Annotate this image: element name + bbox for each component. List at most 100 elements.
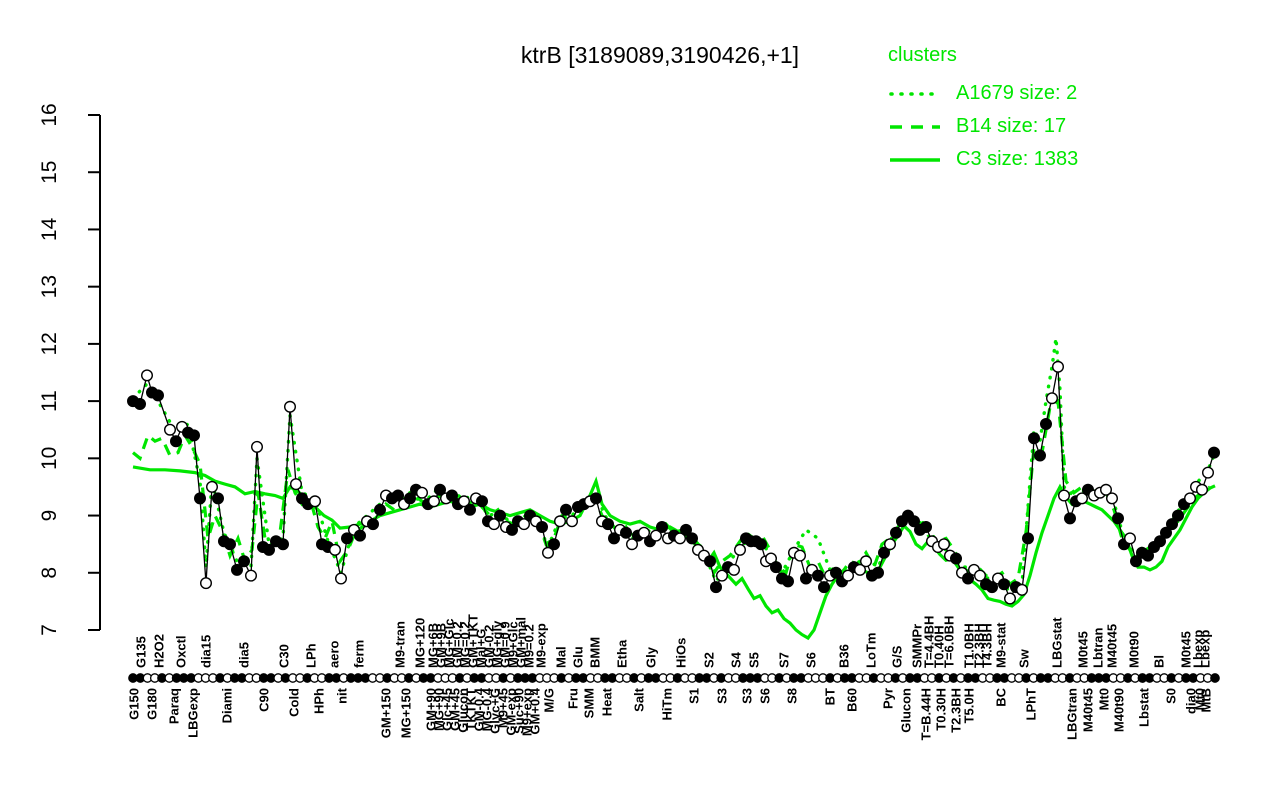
x-label-bottom: T0.30H bbox=[934, 688, 949, 731]
data-point-filled bbox=[341, 532, 354, 545]
data-point-filled bbox=[1129, 555, 1142, 568]
x-label-top: dia15 bbox=[199, 635, 214, 668]
data-point-filled bbox=[602, 518, 615, 531]
data-point-open bbox=[794, 549, 807, 562]
x-label-top: T4.3BH bbox=[980, 623, 995, 668]
x-label-top: M0t90 bbox=[1127, 631, 1142, 668]
y-tick-label: 10 bbox=[38, 447, 61, 470]
data-point-open bbox=[1004, 592, 1017, 605]
dashed-line-sample-icon bbox=[890, 124, 940, 129]
x-label-bottom: S1 bbox=[687, 688, 702, 704]
x-label-bottom: SMM bbox=[582, 688, 597, 718]
data-point-open bbox=[428, 495, 441, 508]
data-point-filled bbox=[1165, 518, 1178, 531]
data-point-filled bbox=[710, 581, 723, 594]
x-label-top: MG+6B bbox=[426, 623, 441, 668]
data-point-filled bbox=[392, 489, 405, 502]
x-label-bottom: Glucon bbox=[456, 688, 471, 733]
x-label-top: LPh bbox=[304, 643, 319, 668]
data-point-open bbox=[205, 480, 218, 493]
x-label-top: H2O2 bbox=[152, 634, 167, 668]
data-point-filled bbox=[680, 523, 693, 536]
x-label-top: M9-exp bbox=[534, 623, 549, 668]
x-label-bottom: S0 bbox=[1164, 688, 1179, 704]
x-label-top: dia5 bbox=[237, 642, 252, 668]
x-label-bottom: HPh bbox=[312, 688, 327, 714]
x-label-bottom: Glyc+G bbox=[488, 688, 503, 734]
data-point-filled bbox=[367, 518, 380, 531]
data-point-filled bbox=[608, 532, 621, 545]
x-label-top: M9=0.2 bbox=[522, 624, 537, 668]
x-label-bottom: M/G bbox=[542, 688, 557, 713]
data-point-open bbox=[728, 563, 741, 576]
data-point-filled bbox=[1027, 432, 1040, 445]
data-point-filled bbox=[151, 389, 164, 402]
data-point-filled bbox=[1159, 526, 1172, 539]
data-point-filled bbox=[1141, 549, 1154, 562]
x-label-top: T=4.4BH bbox=[922, 616, 937, 668]
x-label-bottom: M9+exp bbox=[520, 688, 535, 736]
x-label-bottom: Mt0 bbox=[1193, 688, 1208, 710]
x-label-top: Lbexp bbox=[1198, 630, 1213, 668]
x-label-bottom: Glc+45 bbox=[440, 688, 455, 731]
data-point-filled bbox=[374, 503, 387, 516]
y-tick-label: 15 bbox=[38, 161, 61, 184]
x-label-top: S5 bbox=[747, 652, 762, 668]
dotted-line-sample-icon bbox=[889, 91, 941, 96]
x-label-top: T0.40H bbox=[932, 625, 947, 668]
x-label-bottom: S8 bbox=[785, 688, 800, 704]
x-label-top: LBGstat bbox=[1050, 617, 1065, 668]
data-point-open bbox=[860, 555, 873, 568]
data-point-filled bbox=[656, 521, 669, 534]
data-point-filled bbox=[476, 495, 489, 508]
x-label-top: C30 bbox=[277, 644, 292, 668]
data-point-filled bbox=[237, 555, 250, 568]
data-point-open bbox=[335, 572, 348, 585]
x-label-bottom: G180 bbox=[145, 688, 160, 720]
x-label-bottom: T5.0H bbox=[962, 688, 977, 723]
x-label-top: T=6.0BH bbox=[942, 616, 957, 668]
x-label-bottom: LBGexp bbox=[186, 688, 201, 738]
legend-title: clusters bbox=[888, 44, 957, 66]
data-point-filled bbox=[1207, 446, 1220, 459]
data-point-open bbox=[854, 563, 867, 576]
x-label-bottom: C90 bbox=[257, 688, 272, 712]
x-label-bottom: GM+45 bbox=[448, 688, 463, 731]
legend: clusters A1679 size: 2 B14 size: 17 C3 s… bbox=[888, 44, 1078, 176]
legend-item-label: C3 size: 1383 bbox=[956, 148, 1079, 170]
legend-item-a1679: A1679 size: 2 bbox=[888, 77, 1078, 110]
x-label-bottom: BT bbox=[823, 688, 838, 705]
x-label-top: Lbexp bbox=[1191, 630, 1206, 668]
x-label-bottom: Diami bbox=[220, 688, 235, 723]
data-point-filled bbox=[560, 503, 573, 516]
data-point-filled bbox=[962, 572, 975, 585]
series-ktrb bbox=[126, 360, 1220, 605]
legend-item-b14: B14 size: 17 bbox=[888, 110, 1078, 143]
data-point-open bbox=[1123, 532, 1136, 545]
data-point-open bbox=[199, 577, 212, 590]
data-point-open bbox=[250, 440, 263, 453]
condition-strip bbox=[128, 673, 1220, 683]
data-point-open bbox=[938, 538, 951, 551]
x-label-top: GM=0.2 bbox=[450, 621, 465, 668]
data-point-open bbox=[1051, 360, 1064, 373]
data-point-open bbox=[638, 526, 651, 539]
data-point-filled bbox=[1033, 449, 1046, 462]
x-label-bottom: LPhT bbox=[1024, 688, 1039, 721]
data-point-filled bbox=[998, 578, 1011, 591]
y-axis: 7 8 9 10 11 12 13 14 15 16 bbox=[38, 103, 101, 636]
y-tick-label: 16 bbox=[38, 103, 61, 126]
data-point-open bbox=[1195, 483, 1208, 496]
data-point-filled bbox=[434, 483, 447, 496]
x-label-top: GM=0.9 bbox=[498, 621, 513, 668]
data-point-filled bbox=[830, 566, 843, 579]
data-point-filled bbox=[920, 521, 933, 534]
x-label-top: Bl bbox=[1152, 655, 1167, 668]
data-point-open bbox=[458, 495, 471, 508]
x-label-top: M0t45 bbox=[1179, 631, 1194, 668]
y-tick-label: 12 bbox=[38, 332, 61, 355]
data-point-open bbox=[488, 518, 501, 531]
data-point-open bbox=[884, 538, 897, 551]
x-label-bottom: Lbstat bbox=[1137, 687, 1152, 727]
data-point-filled bbox=[506, 523, 519, 536]
